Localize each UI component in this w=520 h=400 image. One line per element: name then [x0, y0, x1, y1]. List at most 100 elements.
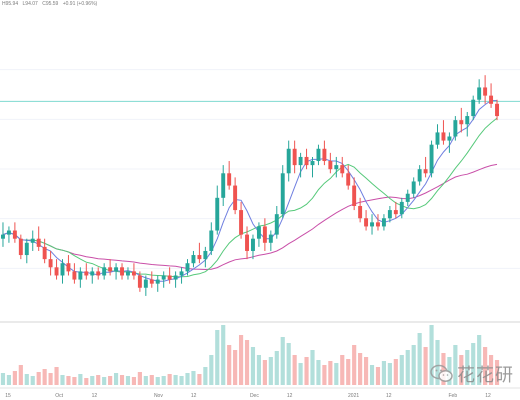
x-tick-label: 12	[92, 393, 98, 399]
volume-bar	[54, 367, 59, 385]
candle-body	[78, 271, 83, 280]
candle-body	[42, 246, 47, 260]
volume-bar	[6, 375, 12, 385]
volume-bar	[381, 361, 387, 385]
candle-body	[393, 210, 398, 215]
ohlc-readout: H95.94 L94.07 C95.59 +0.91 (+0.96%)	[2, 1, 100, 7]
volume-bar	[173, 375, 178, 385]
volume-bar	[131, 377, 137, 385]
volume-bar	[113, 373, 119, 385]
volume-bar	[96, 375, 101, 385]
candle-body	[322, 148, 327, 162]
candle-body	[6, 230, 11, 235]
volume-bar	[90, 376, 95, 385]
candle-body	[137, 275, 142, 288]
candle-body	[340, 165, 345, 174]
x-tick-label: Nov	[154, 393, 163, 399]
volume-bar	[459, 355, 464, 385]
x-tick-label: Feb	[448, 393, 457, 399]
volume-bar	[262, 360, 267, 385]
volume-bar	[352, 345, 357, 385]
candle-body	[96, 271, 101, 276]
ohlc-change: +0.91 (+0.96%)	[62, 1, 98, 7]
candle-body	[358, 205, 363, 219]
volume-bar	[375, 367, 381, 385]
volume-bar	[197, 374, 202, 385]
candle-body	[274, 214, 279, 235]
candle-body	[72, 271, 77, 280]
volume-bar	[161, 376, 166, 385]
volume-bar	[256, 355, 262, 385]
volume-bar	[191, 371, 196, 385]
candle-body	[495, 103, 499, 117]
candle-body	[387, 210, 392, 219]
volume-bar	[369, 365, 375, 385]
volume-bar	[494, 360, 500, 385]
ma-slow-line	[2, 163, 498, 271]
candle-body	[256, 226, 261, 239]
volume-bar	[24, 374, 29, 385]
volume-bar	[304, 357, 309, 385]
candle-body	[405, 193, 410, 202]
candle-body	[215, 197, 220, 231]
volume-bar	[488, 355, 494, 385]
candle-body	[227, 173, 232, 186]
volume-bar	[417, 333, 422, 385]
x-tick-label: Oct	[55, 393, 63, 399]
candle-body	[149, 279, 154, 284]
ohlc-close: C95.59	[42, 1, 59, 7]
candle-body	[441, 132, 446, 141]
candle-body	[364, 218, 369, 227]
volume-bar	[310, 350, 315, 385]
candle-body	[447, 136, 452, 141]
candle-body	[60, 263, 65, 276]
candle-body	[18, 238, 23, 256]
volume-bar	[12, 371, 17, 385]
volume-bar	[227, 345, 232, 385]
candle-body	[173, 275, 178, 280]
candle-body	[90, 271, 95, 276]
candle-body	[381, 218, 386, 227]
volume-bar	[185, 373, 190, 385]
x-tick-label: Dec	[250, 393, 259, 399]
volume-bar	[18, 365, 23, 385]
x-tick-label: 2021	[348, 393, 359, 399]
candle-body	[24, 242, 29, 256]
candle-body	[155, 279, 160, 284]
volume-bar	[453, 345, 458, 385]
volume-bar	[334, 363, 339, 385]
volume-bar	[108, 376, 113, 385]
volume-bar	[393, 359, 398, 385]
candle-body	[245, 234, 249, 251]
candle-body	[54, 267, 59, 276]
volume-bar	[179, 376, 184, 385]
candle-body	[459, 120, 464, 125]
volume-bar	[84, 378, 89, 385]
volume-bar	[102, 377, 107, 385]
candle-body	[191, 255, 196, 264]
ohlc-low: L94.07	[22, 1, 38, 7]
candle-body	[36, 238, 41, 247]
candle-body	[251, 238, 255, 251]
volume-bar	[48, 373, 53, 385]
candle-body	[161, 275, 166, 280]
volume-bar	[292, 355, 297, 385]
volume-bar	[60, 375, 65, 385]
volume-bar	[215, 330, 220, 385]
volume-bar	[328, 361, 333, 385]
volume-bar	[137, 372, 142, 385]
volume-bar	[346, 359, 351, 385]
candle-body	[1, 234, 5, 239]
candle-body	[423, 169, 428, 174]
volume-bar	[244, 340, 250, 385]
volume-bar	[30, 376, 35, 385]
volume-bar	[441, 353, 446, 385]
candle-body	[203, 250, 208, 260]
candle-body	[298, 156, 303, 166]
watermark-text: 花花研	[457, 365, 514, 386]
ma-fast-line	[2, 100, 497, 282]
volume-bar	[78, 374, 83, 385]
ma-mid-line	[2, 117, 498, 278]
volume-bar	[405, 350, 410, 385]
volume-bar	[316, 360, 321, 385]
